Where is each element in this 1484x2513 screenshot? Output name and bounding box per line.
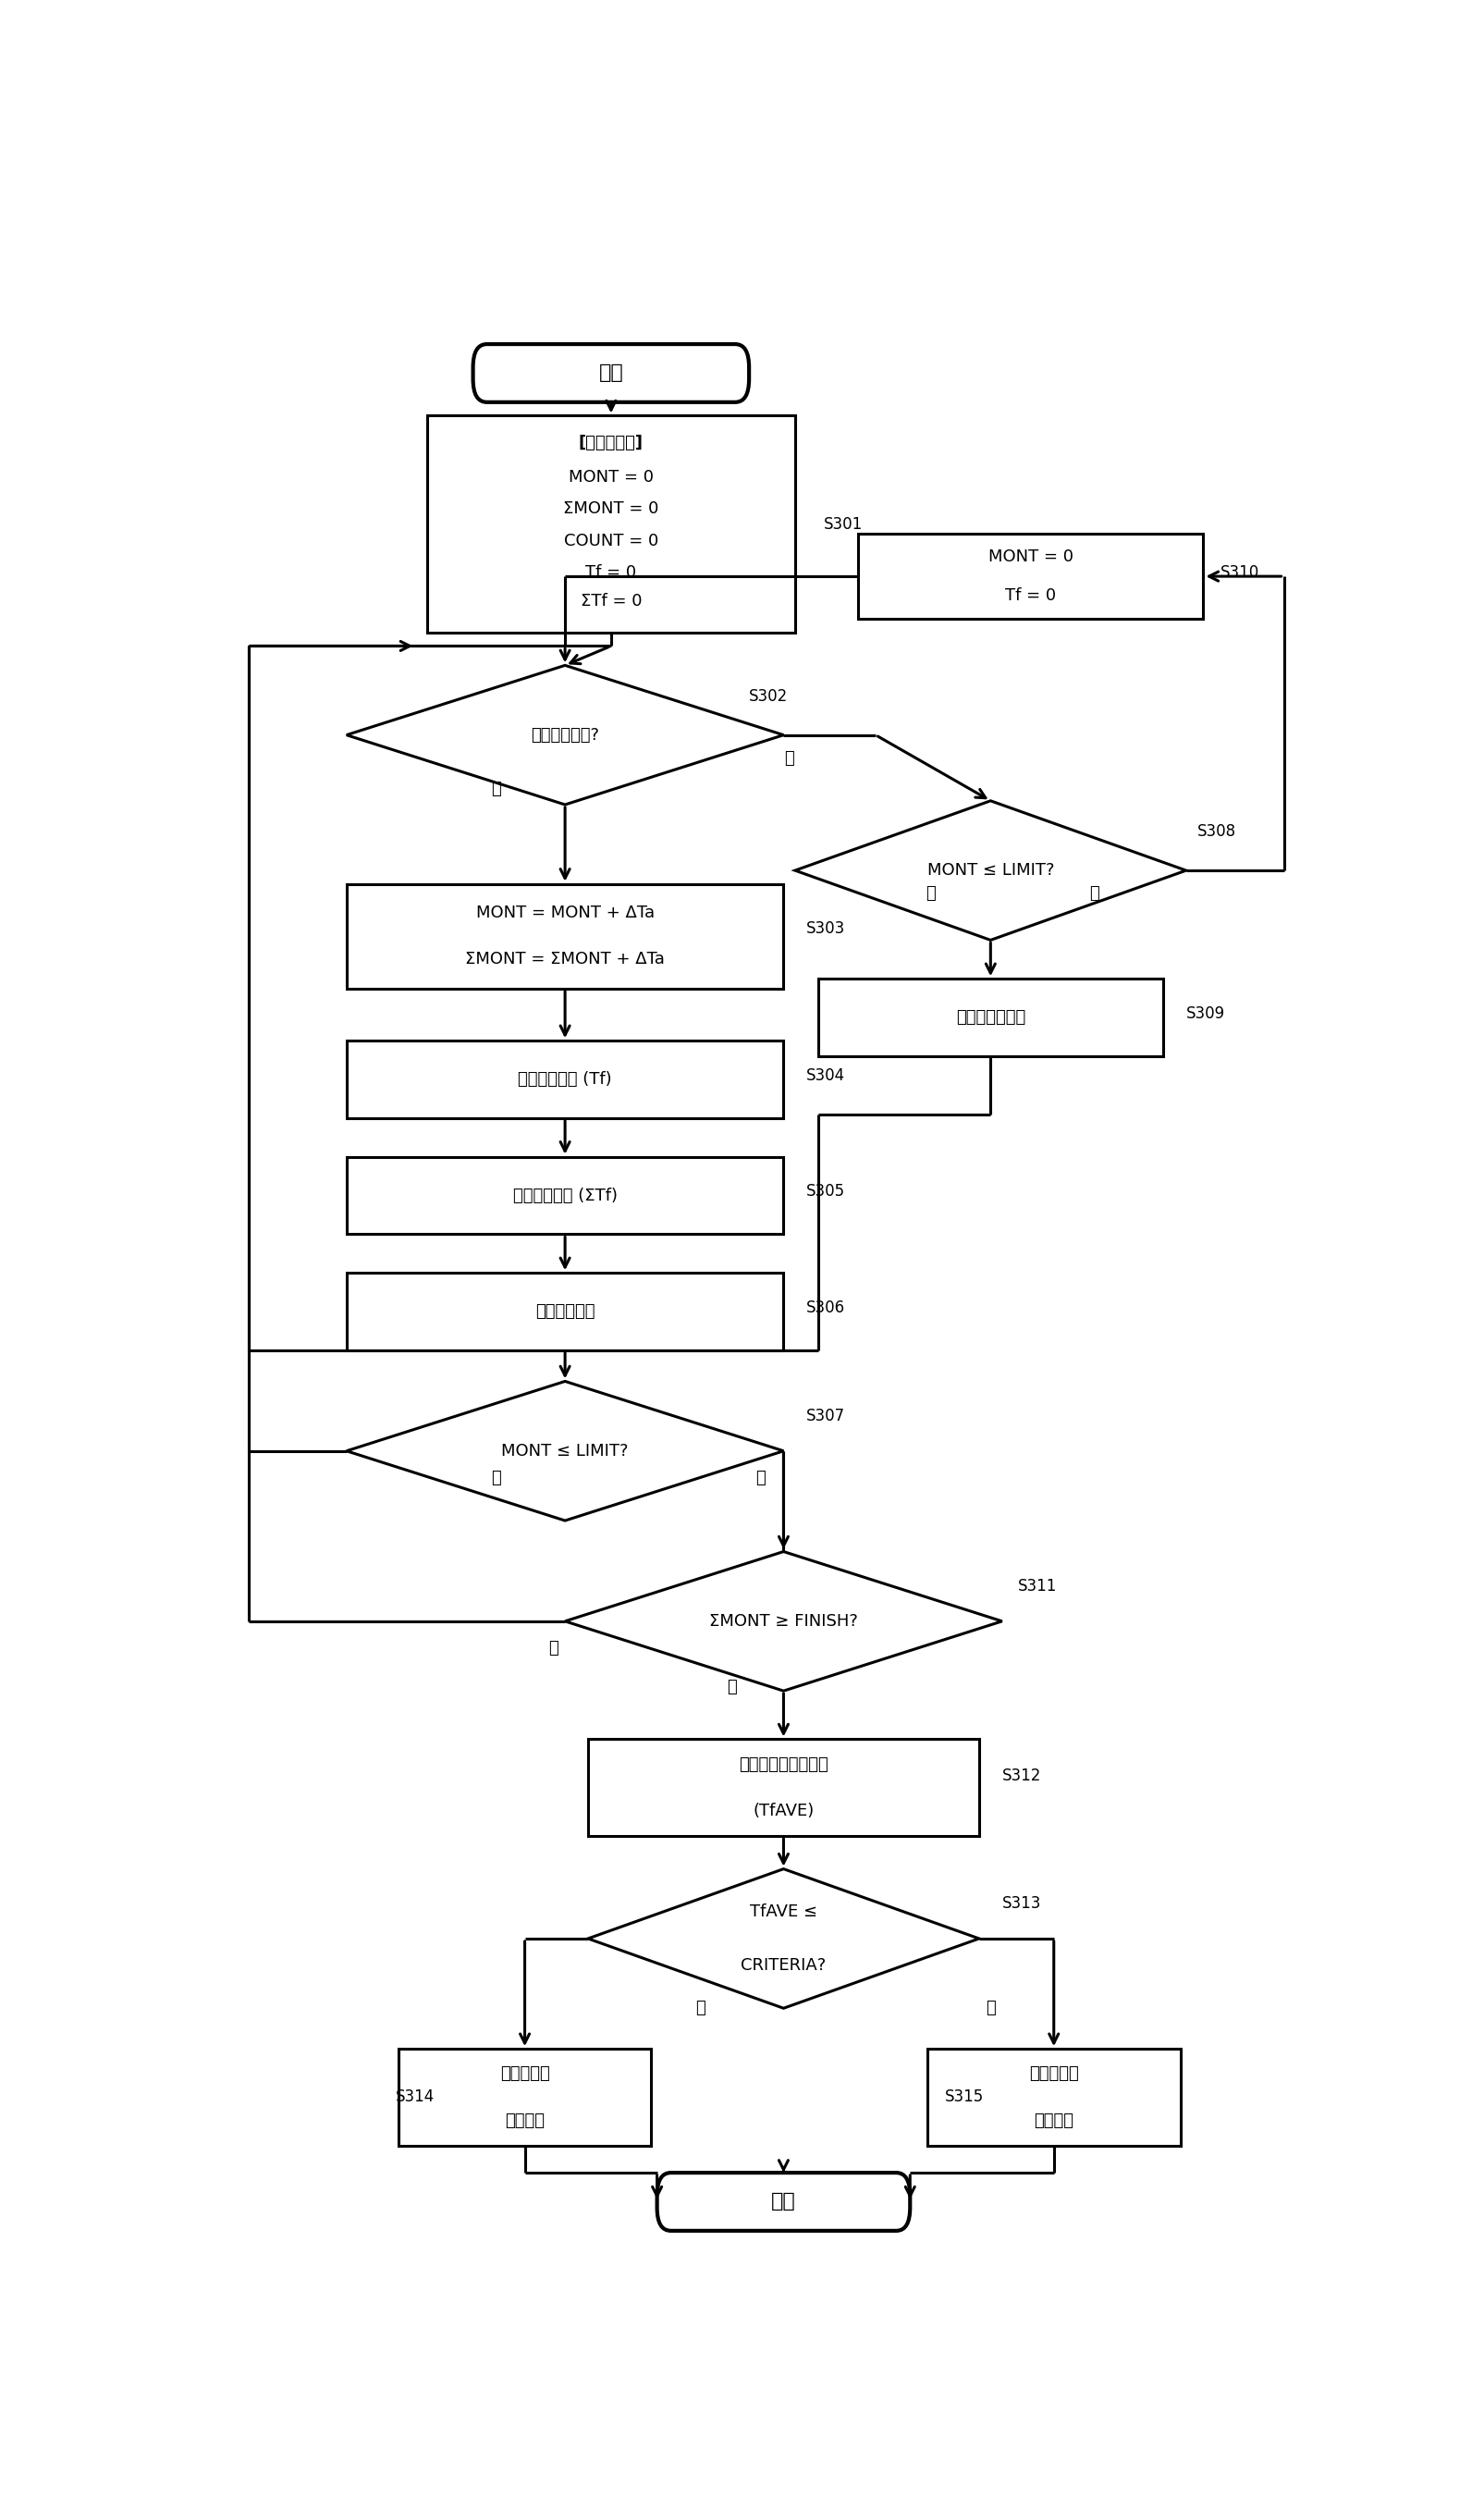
- Bar: [858, 533, 1204, 618]
- Text: COUNT = 0: COUNT = 0: [564, 533, 659, 550]
- Text: S305: S305: [807, 1184, 846, 1201]
- Text: 短时间监视禁止: 短时间监视禁止: [956, 1010, 1025, 1025]
- Text: MONT ≤ LIMIT?: MONT ≤ LIMIT?: [928, 862, 1054, 880]
- Text: 否: 否: [1089, 885, 1100, 902]
- Polygon shape: [795, 802, 1186, 940]
- Bar: [347, 1040, 784, 1118]
- Text: 重复: 重复: [772, 2191, 795, 2211]
- Text: [初期值设定]: [初期值设定]: [579, 435, 644, 452]
- Text: MONT = MONT + ΔTa: MONT = MONT + ΔTa: [476, 905, 654, 922]
- Text: MONT = 0: MONT = 0: [568, 470, 653, 485]
- Text: 劣化判定: 劣化判定: [1034, 2111, 1074, 2129]
- Text: S307: S307: [807, 1407, 846, 1425]
- Text: 否: 否: [549, 1641, 558, 1656]
- Text: MONT = 0: MONT = 0: [988, 548, 1073, 565]
- Text: 是: 是: [491, 782, 502, 797]
- Bar: [347, 885, 784, 988]
- Text: S303: S303: [807, 920, 846, 937]
- Bar: [427, 415, 795, 633]
- Text: S302: S302: [749, 689, 788, 704]
- Text: S314: S314: [396, 2088, 435, 2106]
- Text: S311: S311: [1018, 1578, 1058, 1596]
- FancyBboxPatch shape: [657, 2174, 910, 2232]
- Polygon shape: [588, 1870, 979, 2008]
- Text: 否: 否: [755, 1470, 766, 1485]
- Text: CRITERIA?: CRITERIA?: [741, 1958, 827, 1975]
- Text: S308: S308: [1198, 824, 1236, 839]
- Text: ΣMONT = 0: ΣMONT = 0: [564, 500, 659, 518]
- Bar: [347, 1156, 784, 1234]
- Polygon shape: [347, 1382, 784, 1520]
- Bar: [928, 2048, 1180, 2146]
- Text: 劣化诊断禁止: 劣化诊断禁止: [536, 1304, 595, 1319]
- FancyBboxPatch shape: [473, 344, 749, 402]
- Bar: [347, 1274, 784, 1349]
- Text: 反相周期平均值运算: 反相周期平均值运算: [739, 1757, 828, 1772]
- Text: 氧气传感器: 氧气传感器: [500, 2066, 549, 2083]
- Text: S313: S313: [1002, 1895, 1042, 1912]
- Text: 氧气传感器: 氧气传感器: [1028, 2066, 1079, 2083]
- Polygon shape: [347, 666, 784, 804]
- Text: 监视条件成立?: 监视条件成立?: [531, 726, 600, 744]
- Text: 是: 是: [696, 2000, 706, 2015]
- Text: 是: 是: [491, 1470, 502, 1485]
- Text: ΣMONT = ΣMONT + ΔTa: ΣMONT = ΣMONT + ΔTa: [464, 950, 665, 968]
- Text: 是: 是: [926, 885, 936, 902]
- Text: Tf = 0: Tf = 0: [1005, 588, 1057, 603]
- Text: 开始: 开始: [598, 364, 623, 382]
- Text: TfAVE ≤: TfAVE ≤: [749, 1902, 818, 1920]
- Text: 否: 否: [785, 749, 794, 766]
- Text: S310: S310: [1220, 563, 1260, 581]
- Bar: [398, 2048, 651, 2146]
- Bar: [588, 1739, 979, 1837]
- Text: S315: S315: [945, 2088, 984, 2106]
- Polygon shape: [565, 1551, 1002, 1691]
- Text: S301: S301: [824, 515, 862, 533]
- Text: S304: S304: [807, 1068, 846, 1083]
- Text: 反相周期累计 (ΣTf): 反相周期累计 (ΣTf): [513, 1186, 617, 1204]
- Text: ΣMONT ≥ FINISH?: ΣMONT ≥ FINISH?: [709, 1613, 858, 1628]
- Text: MONT ≤ LIMIT?: MONT ≤ LIMIT?: [502, 1442, 629, 1460]
- Text: 否: 否: [985, 2000, 996, 2015]
- Text: S312: S312: [1002, 1767, 1042, 1784]
- Text: 正常判定: 正常判定: [505, 2111, 545, 2129]
- Bar: [818, 980, 1163, 1055]
- Text: Tf = 0: Tf = 0: [586, 563, 637, 581]
- Text: ΣTf = 0: ΣTf = 0: [580, 593, 641, 611]
- Text: 反相周期测量 (Tf): 反相周期测量 (Tf): [518, 1071, 611, 1088]
- Text: S309: S309: [1186, 1005, 1224, 1023]
- Text: (TfAVE): (TfAVE): [752, 1802, 815, 1819]
- Text: S306: S306: [807, 1299, 846, 1317]
- Text: 是: 是: [727, 1679, 736, 1696]
